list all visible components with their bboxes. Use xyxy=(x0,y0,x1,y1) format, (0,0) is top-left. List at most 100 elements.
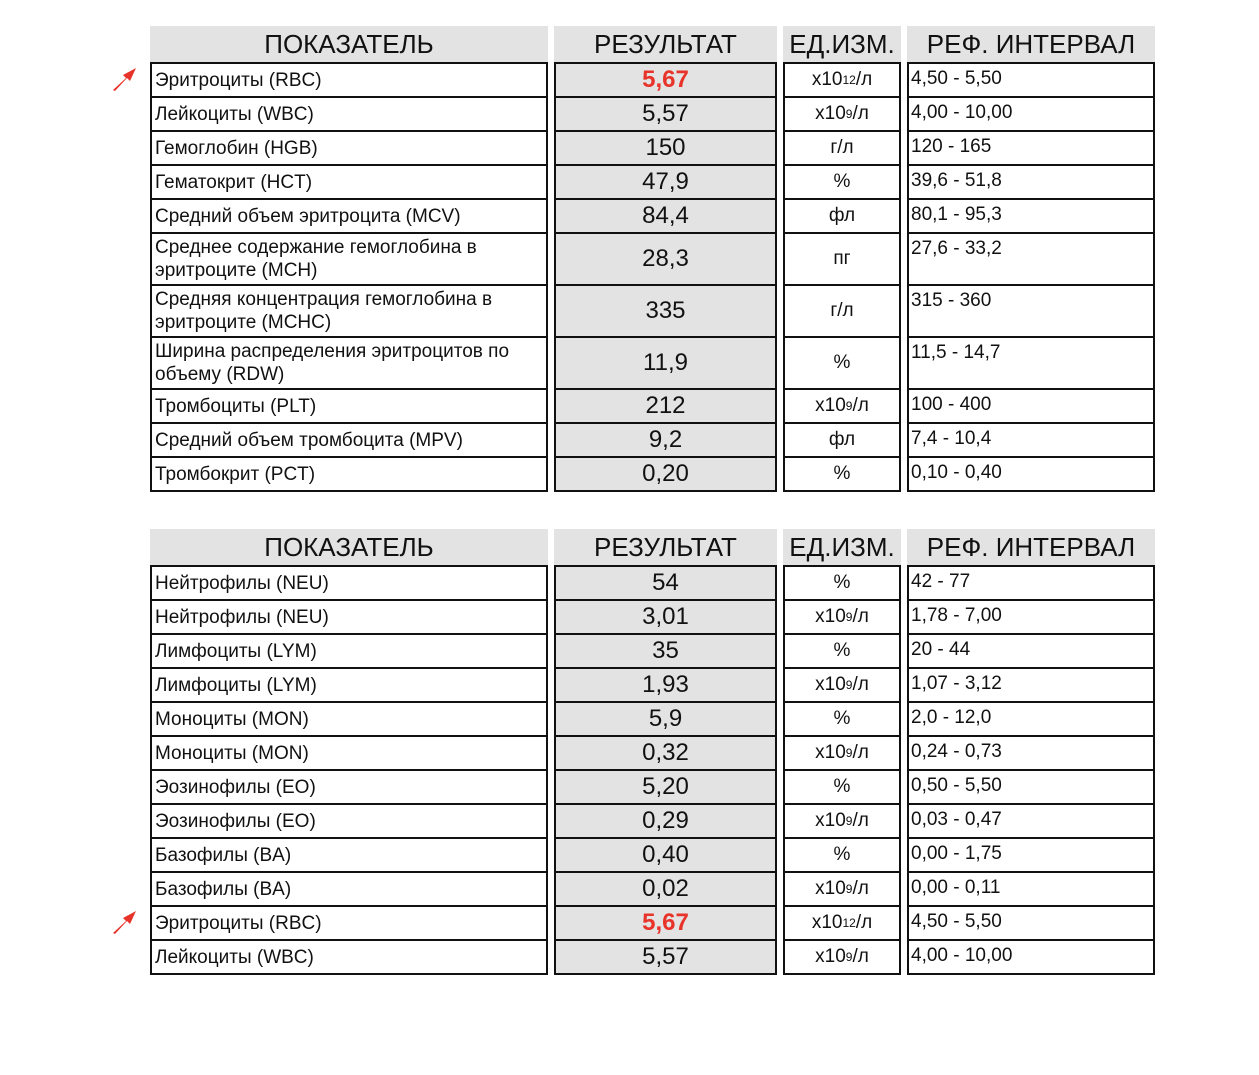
reference-interval: 80,1 - 95,3 xyxy=(907,198,1155,234)
result-value: 84,4 xyxy=(554,198,777,234)
reference-interval: 0,00 - 1,75 xyxy=(907,837,1155,873)
indicator-name: Лейкоциты (WBC) xyxy=(150,939,548,975)
indicator-name: Нейтрофилы (NEU) xyxy=(150,565,548,601)
result-value: 0,29 xyxy=(554,803,777,839)
unit-cell: % xyxy=(783,336,901,390)
unit-text: % xyxy=(833,844,851,865)
unit-cell: x10 9/л xyxy=(783,735,901,771)
reference-interval: 4,00 - 10,00 xyxy=(907,96,1155,132)
indicator-name: Лимфоциты (LYM) xyxy=(150,667,548,703)
result-value: 5,57 xyxy=(554,939,777,975)
unit-cell: x10 9/л xyxy=(783,939,901,975)
indicator-name: Базофилы (BA) xyxy=(150,837,548,873)
reference-interval: 20 - 44 xyxy=(907,633,1155,669)
result-value: 0,32 xyxy=(554,735,777,771)
unit-cell: % xyxy=(783,565,901,601)
unit-text: % xyxy=(833,171,851,192)
table-row: Моноциты (MON) 0,32 x10 9/л 0,24 - 0,73 xyxy=(150,735,1156,771)
unit-base: x10 xyxy=(815,103,846,124)
result-value: 28,3 xyxy=(554,232,777,286)
reference-interval: 0,03 - 0,47 xyxy=(907,803,1155,839)
reference-interval: 0,10 - 0,40 xyxy=(907,456,1155,492)
header-ref: РЕФ. ИНТЕРВАЛ xyxy=(907,529,1155,565)
table-row: Лейкоциты (WBC) 5,57 x10 9/л 4,00 - 10,00 xyxy=(150,96,1156,132)
table-header: ПОКАЗАТЕЛЬ РЕЗУЛЬТАТ ЕД.ИЗМ. РЕФ. ИНТЕРВ… xyxy=(150,529,1156,565)
unit-base: x10 xyxy=(815,395,846,416)
header-result: РЕЗУЛЬТАТ xyxy=(554,529,777,565)
header-name: ПОКАЗАТЕЛЬ xyxy=(150,529,548,565)
header-unit: ЕД.ИЗМ. xyxy=(783,26,901,62)
result-value: 212 xyxy=(554,388,777,424)
reference-interval: 11,5 - 14,7 xyxy=(907,336,1155,390)
unit-text: % xyxy=(833,776,851,797)
table-row: Среднее содержание гемоглобина в эритроц… xyxy=(150,232,1156,286)
unit-text: г/л xyxy=(830,137,854,158)
unit-base: x10 xyxy=(815,742,846,763)
reference-interval: 315 - 360 xyxy=(907,284,1155,338)
result-value: 3,01 xyxy=(554,599,777,635)
unit-suffix: /л xyxy=(852,810,869,831)
header-name: ПОКАЗАТЕЛЬ xyxy=(150,26,548,62)
table-row: Эозинофилы (EO) 0,29 x10 9/л 0,03 - 0,47 xyxy=(150,803,1156,839)
unit-cell: % xyxy=(783,837,901,873)
table-row: Тромбоциты (PLT) 212 x10 9/л 100 - 400 xyxy=(150,388,1156,424)
unit-text: фл xyxy=(828,429,856,450)
result-value: 5,20 xyxy=(554,769,777,805)
table-row: Лейкоциты (WBC) 5,57 x10 9/л 4,00 - 10,00 xyxy=(150,939,1156,975)
unit-suffix: /л xyxy=(852,742,869,763)
table-row: Средняя концентрация гемоглобина в эритр… xyxy=(150,284,1156,338)
indicator-name: Лимфоциты (LYM) xyxy=(150,633,548,669)
result-value: 11,9 xyxy=(554,336,777,390)
unit-cell: фл xyxy=(783,198,901,234)
unit-suffix: /л xyxy=(855,912,873,933)
indicator-name: Эозинофилы (EO) xyxy=(150,769,548,805)
unit-base: x10 xyxy=(811,912,843,933)
result-value: 35 xyxy=(554,633,777,669)
table-header: ПОКАЗАТЕЛЬ РЕЗУЛЬТАТ ЕД.ИЗМ. РЕФ. ИНТЕРВ… xyxy=(150,26,1156,62)
red-arrow-icon xyxy=(113,911,136,934)
indicator-name: Моноциты (MON) xyxy=(150,701,548,737)
blood-count-table-2: ПОКАЗАТЕЛЬ РЕЗУЛЬТАТ ЕД.ИЗМ. РЕФ. ИНТЕРВ… xyxy=(113,529,1156,975)
table-row: Нейтрофилы (NEU) 3,01 x10 9/л 1,78 - 7,00 xyxy=(150,599,1156,635)
table-row: Ширина распределения эритроцитов по объе… xyxy=(150,336,1156,390)
unit-cell: % xyxy=(783,701,901,737)
unit-cell: фл xyxy=(783,422,901,458)
result-value: 5,67 xyxy=(554,905,777,941)
unit-text: % xyxy=(833,708,851,729)
red-arrow-icon xyxy=(113,68,136,91)
table-row: Эритроциты (RBC) 5,67 x10 12/л 4,50 - 5,5… xyxy=(113,905,1156,941)
table-row: Гемоглобин (HGB) 150 г/л 120 - 165 xyxy=(150,130,1156,166)
table-row: Средний объем эритроцита (MCV) 84,4 фл 8… xyxy=(150,198,1156,234)
table-row: Базофилы (BA) 0,02 x10 9/л 0,00 - 0,11 xyxy=(150,871,1156,907)
reference-interval: 42 - 77 xyxy=(907,565,1155,601)
indicator-name: Ширина распределения эритроцитов по объе… xyxy=(150,336,548,390)
unit-cell: x10 9/л xyxy=(783,96,901,132)
unit-cell: x10 9/л xyxy=(783,388,901,424)
header-ref: РЕФ. ИНТЕРВАЛ xyxy=(907,26,1155,62)
unit-cell: x10 9/л xyxy=(783,871,901,907)
table-row: Средний объем тромбоцита (MPV) 9,2 фл 7,… xyxy=(150,422,1156,458)
indicator-name: Гемоглобин (HGB) xyxy=(150,130,548,166)
result-value: 335 xyxy=(554,284,777,338)
indicator-name: Средняя концентрация гемоглобина в эритр… xyxy=(150,284,548,338)
table-row: Эритроциты (RBC) 5,67 x10 12/л 4,50 - 5,5… xyxy=(113,62,1156,98)
table-row: Моноциты (MON) 5,9 % 2,0 - 12,0 xyxy=(150,701,1156,737)
unit-suffix: /л xyxy=(852,878,869,899)
unit-text: % xyxy=(833,352,851,373)
result-value: 1,93 xyxy=(554,667,777,703)
unit-text: % xyxy=(833,463,851,484)
reference-interval: 4,50 - 5,50 xyxy=(907,62,1155,98)
result-value: 0,20 xyxy=(554,456,777,492)
reference-interval: 4,50 - 5,50 xyxy=(907,905,1155,941)
unit-cell: % xyxy=(783,633,901,669)
reference-interval: 0,50 - 5,50 xyxy=(907,769,1155,805)
unit-cell: x10 9/л xyxy=(783,667,901,703)
reference-interval: 2,0 - 12,0 xyxy=(907,701,1155,737)
indicator-name: Гематокрит (HCT) xyxy=(150,164,548,200)
reference-interval: 27,6 - 33,2 xyxy=(907,232,1155,286)
unit-base: x10 xyxy=(815,810,846,831)
reference-interval: 120 - 165 xyxy=(907,130,1155,166)
result-value: 5,9 xyxy=(554,701,777,737)
unit-suffix: /л xyxy=(852,395,869,416)
reference-interval: 7,4 - 10,4 xyxy=(907,422,1155,458)
